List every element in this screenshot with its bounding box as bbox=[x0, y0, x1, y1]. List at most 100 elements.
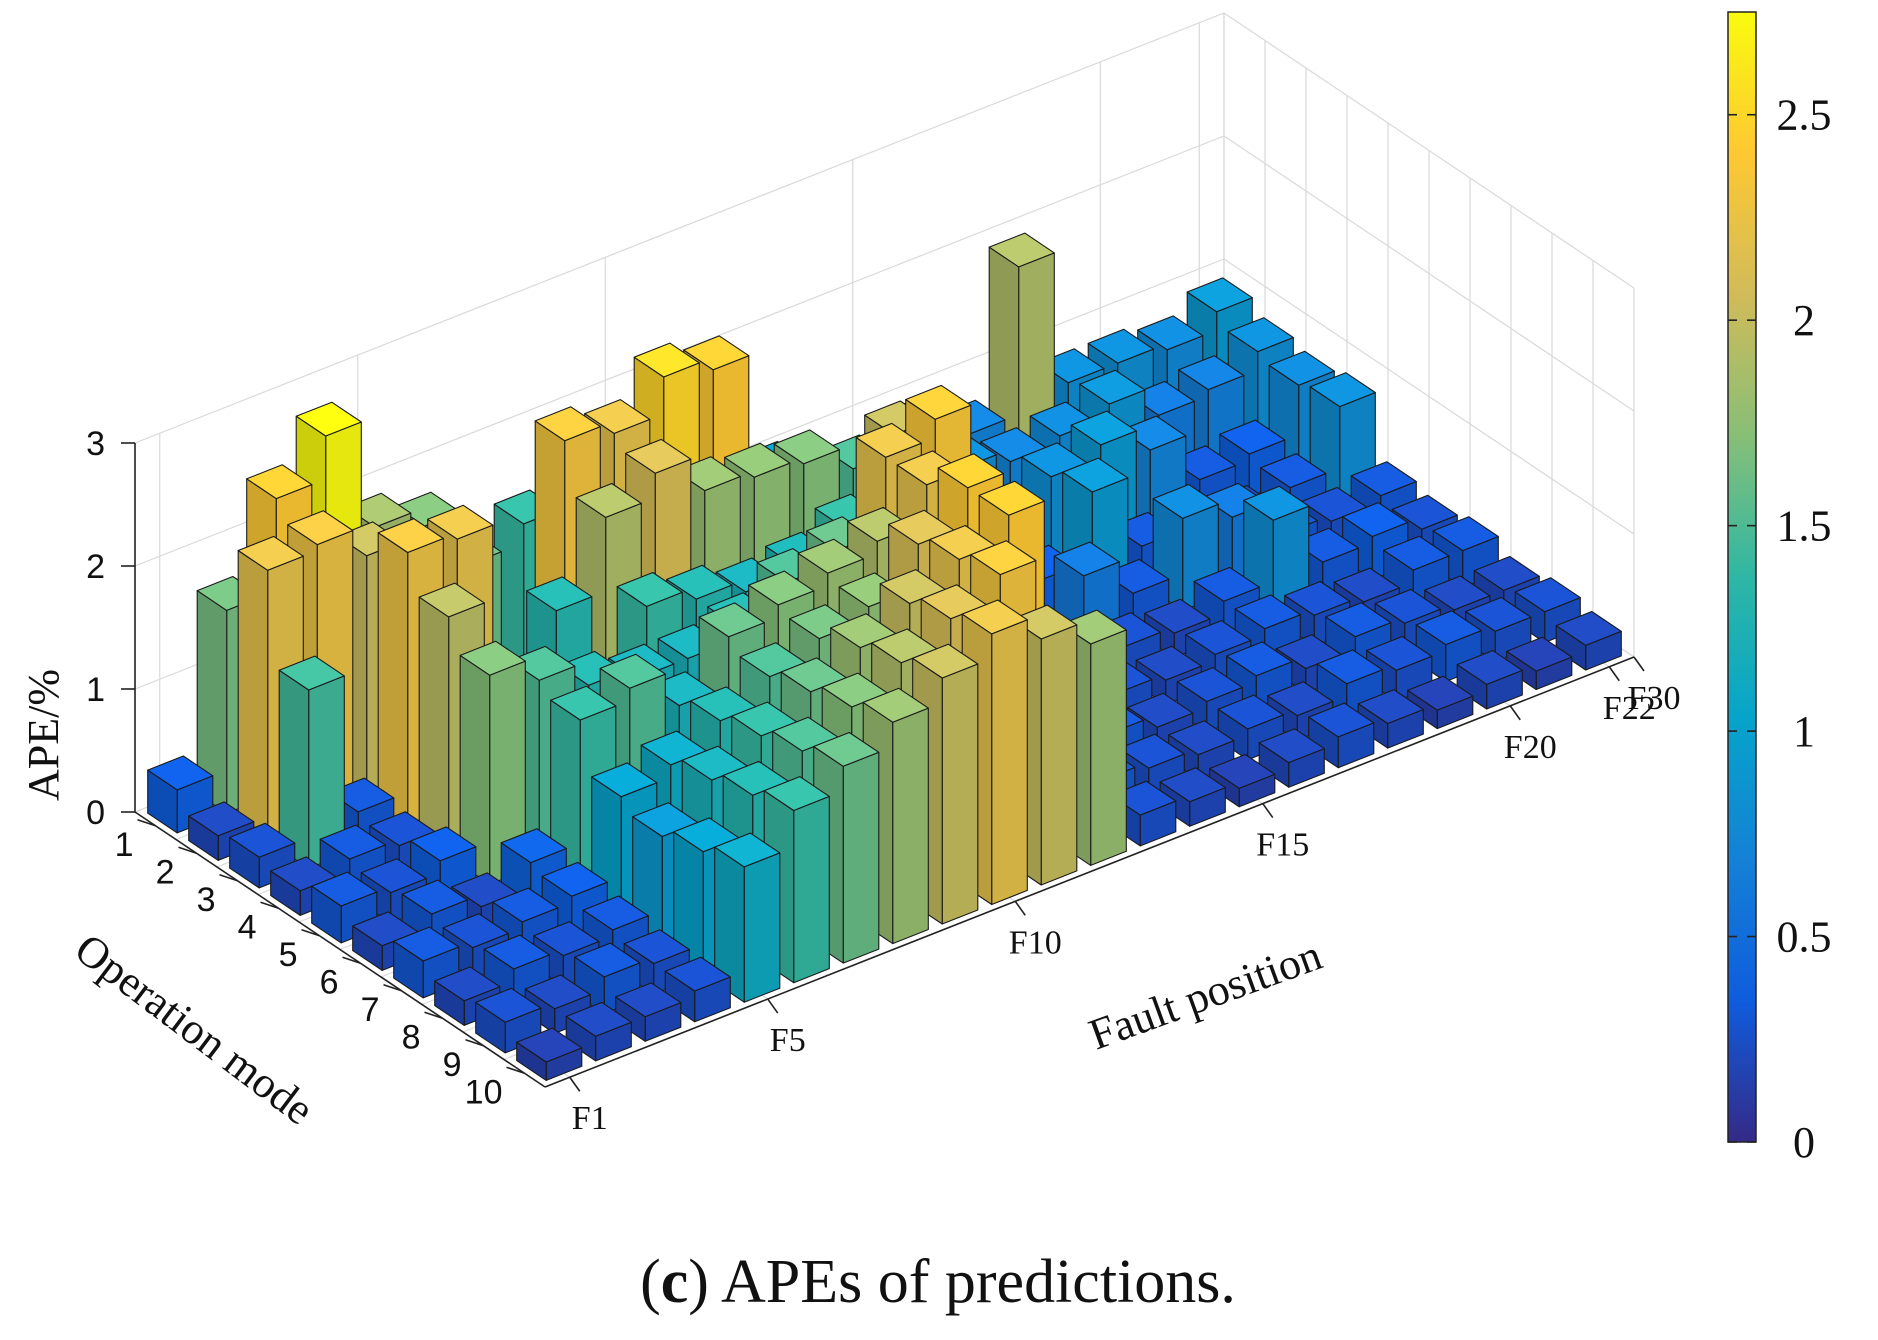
bar-face-top bbox=[534, 406, 601, 442]
bar-face-top bbox=[763, 776, 830, 812]
bar bbox=[475, 987, 542, 1054]
x-tick-label: F15 bbox=[1256, 827, 1309, 864]
bar-face-top bbox=[278, 655, 345, 691]
bar-face-front bbox=[892, 707, 929, 945]
bar-face-top bbox=[575, 482, 642, 518]
bar-face-top bbox=[1127, 692, 1194, 728]
bar bbox=[565, 1001, 632, 1062]
bar-face-top bbox=[616, 571, 683, 607]
y-tick-mark bbox=[301, 928, 320, 937]
bar-face-top bbox=[1110, 780, 1177, 816]
bar-face-top bbox=[674, 456, 741, 492]
bar-face-front bbox=[842, 751, 880, 964]
bar-face-top bbox=[1473, 555, 1540, 591]
bar-face-top bbox=[1120, 415, 1187, 451]
bar-face-top bbox=[724, 442, 791, 478]
bar-face-top bbox=[615, 982, 682, 1018]
x-tick-label: F22 bbox=[1603, 690, 1656, 727]
bar-face-top bbox=[1234, 594, 1301, 630]
bar-face-top bbox=[541, 861, 608, 897]
bar-face-top bbox=[988, 232, 1055, 268]
bar-face-front bbox=[743, 852, 781, 1003]
bar-face-top bbox=[748, 570, 815, 606]
bar-face-top bbox=[1053, 541, 1120, 577]
bar-face-top bbox=[483, 934, 550, 970]
z-axis-label: APE/% bbox=[19, 669, 68, 801]
bar-face-top bbox=[565, 1001, 632, 1037]
bar-face-top bbox=[1169, 445, 1236, 481]
bar-face-top bbox=[1514, 577, 1581, 613]
bar-face-top bbox=[683, 335, 750, 371]
bar-face-top bbox=[1284, 580, 1351, 616]
bar-face-top bbox=[1159, 767, 1226, 803]
bar-face-top bbox=[1506, 636, 1573, 672]
y-tick-label: 2 bbox=[156, 853, 175, 891]
x-tick-mark bbox=[1262, 803, 1274, 819]
bar-face-top bbox=[1226, 641, 1293, 677]
bar-face-top bbox=[912, 643, 979, 679]
bar bbox=[615, 982, 682, 1042]
bar-face-top bbox=[1118, 733, 1185, 769]
y-tick-label: 9 bbox=[443, 1046, 462, 1084]
bar-face-top bbox=[1309, 372, 1376, 408]
x-tick-label: F30 bbox=[1628, 680, 1681, 717]
bar-face-top bbox=[345, 492, 412, 528]
bar-face-top bbox=[797, 538, 864, 574]
bar-face-top bbox=[229, 822, 296, 858]
bar bbox=[714, 832, 781, 1003]
bar-face-top bbox=[360, 858, 427, 894]
bar-face-top bbox=[1267, 681, 1334, 717]
x-tick-mark bbox=[767, 998, 779, 1014]
bar-face-top bbox=[1555, 610, 1622, 646]
bar-face-top bbox=[393, 926, 460, 962]
y-tick-label: 1 bbox=[115, 826, 134, 864]
bar-face-top bbox=[813, 731, 880, 767]
bar-face-top bbox=[524, 974, 591, 1010]
y-tick-label: 7 bbox=[361, 991, 380, 1029]
bar-face-top bbox=[773, 429, 840, 465]
bar-face-top bbox=[584, 399, 651, 434]
bar-face-top bbox=[1193, 566, 1260, 602]
x-tick-mark bbox=[1014, 900, 1026, 916]
y-tick-mark bbox=[178, 846, 197, 855]
bars-layer bbox=[147, 232, 1622, 1081]
bar-face-top bbox=[500, 828, 567, 864]
y-tick-mark bbox=[137, 818, 156, 827]
colorbar: 0 0.5 1 1.5 2 2.5 bbox=[1727, 11, 1832, 1167]
bar bbox=[459, 640, 526, 885]
bar-face-top bbox=[418, 582, 485, 618]
bar-face-top bbox=[1135, 645, 1202, 681]
y-tick-label: 6 bbox=[320, 963, 339, 1001]
bar-face-top bbox=[328, 777, 395, 813]
bar-face-top bbox=[492, 887, 559, 923]
bar-face-top bbox=[1383, 535, 1450, 571]
bar-face-top bbox=[1308, 702, 1375, 738]
bar-face-top bbox=[591, 762, 658, 798]
bar-face-top bbox=[509, 645, 576, 681]
x-tick-label: F5 bbox=[770, 1022, 806, 1059]
bar-face-top bbox=[1456, 650, 1523, 685]
x-tick-label: F10 bbox=[1009, 924, 1062, 961]
caption-open-paren: ( bbox=[640, 1248, 661, 1316]
bar-face-top bbox=[287, 510, 354, 546]
bar-face-top bbox=[188, 801, 255, 837]
bar-face-front bbox=[941, 663, 979, 925]
bar-face-top bbox=[666, 564, 733, 600]
bar-face-side bbox=[418, 596, 450, 858]
bar bbox=[664, 956, 731, 1023]
bar-face-front bbox=[991, 619, 1028, 906]
y-tick-label: 3 bbox=[197, 881, 216, 919]
bar bbox=[1407, 675, 1474, 730]
bar-face-top bbox=[147, 755, 214, 791]
x-tick-label: F1 bbox=[572, 1100, 608, 1137]
bar-face-top bbox=[410, 826, 477, 862]
bar-face-front bbox=[793, 795, 830, 984]
colorbar-tick-label: 2 bbox=[1793, 296, 1815, 345]
bar-face-top bbox=[550, 685, 617, 721]
colorbar-ticks: 0 0.5 1 1.5 2 2.5 bbox=[1728, 91, 1832, 1167]
bar-face-top bbox=[1292, 527, 1359, 563]
bar-face-top bbox=[905, 384, 972, 420]
